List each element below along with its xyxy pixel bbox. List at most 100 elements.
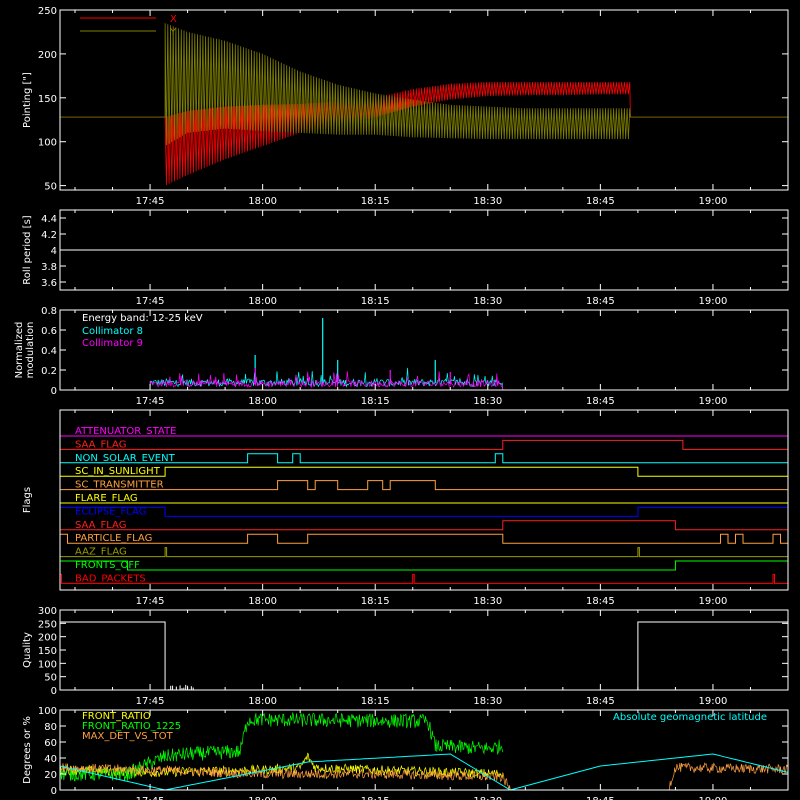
y-tick-label: 50 bbox=[44, 182, 57, 193]
flag-trace bbox=[60, 547, 788, 558]
y-axis-label: Pointing ["] bbox=[22, 72, 33, 128]
x-tick-label: 18:30 bbox=[473, 396, 502, 407]
plot-area bbox=[60, 23, 788, 186]
legend-label-X: X bbox=[170, 14, 177, 25]
y-tick-label: 50 bbox=[44, 673, 57, 684]
x-tick-label: 19:00 bbox=[699, 296, 728, 307]
y-tick-label: 0.6 bbox=[41, 326, 57, 337]
legend-label: FRONT_RATIO bbox=[82, 711, 151, 722]
x-tick-label: 18:45 bbox=[586, 396, 615, 407]
x-tick-label: 17:45 bbox=[136, 596, 165, 607]
x-tick-label: 19:00 bbox=[699, 396, 728, 407]
legend-label-Y: Y bbox=[169, 27, 177, 38]
y-tick-label: 200 bbox=[38, 633, 57, 644]
x-tick-label: 17:45 bbox=[136, 196, 165, 207]
flag-trace bbox=[60, 466, 788, 477]
flag-label: ATTENUATOR_STATE bbox=[75, 426, 176, 437]
y-tick-label: 60 bbox=[44, 738, 57, 749]
panel-flags: 17:45 18:00 18:15 18:30 18:45 19:00 Flags ATTEN… bbox=[22, 409, 789, 607]
flag-label: FLARE_FLAG bbox=[75, 493, 138, 504]
plot-area bbox=[60, 435, 788, 584]
quality-line bbox=[60, 621, 788, 690]
flag-label: SC_TRANSMITTER bbox=[75, 480, 164, 491]
panel-frame bbox=[59, 309, 789, 391]
flag-trace bbox=[60, 560, 788, 571]
energy-band-annotation: Energy band: 12-25 keV bbox=[82, 313, 203, 324]
x-tick-label: 19:00 bbox=[699, 196, 728, 207]
y-tick-label: 250 bbox=[38, 619, 57, 630]
flag-trace bbox=[60, 533, 788, 544]
flag-label: SC_IN_SUNLIGHT bbox=[75, 466, 161, 477]
flag-label: SAA_FLAG bbox=[75, 439, 126, 450]
x-tick-label: 18:00 bbox=[248, 596, 277, 607]
geomagnetic-latitude-label: Absolute geomagnetic latitude bbox=[613, 712, 767, 723]
series-line bbox=[60, 753, 788, 790]
flag-label: AAZ_FLAG bbox=[75, 547, 127, 558]
x-tick-label: 18:30 bbox=[473, 796, 502, 800]
y-tick-label: 100 bbox=[38, 706, 57, 717]
y-tick-label: 0.8 bbox=[41, 306, 57, 317]
legend-label: MAX_DET_VS_TOT bbox=[82, 731, 174, 742]
panel-pointing: 50 100 150 200 250 17:45 18:00 18:15 18:30 18:45 1… bbox=[22, 6, 789, 207]
x-tick-label: 18:00 bbox=[248, 796, 277, 800]
y-tick-label: 0 bbox=[51, 686, 57, 697]
flag-trace bbox=[60, 439, 788, 450]
y-tick-label: 4 bbox=[51, 246, 57, 257]
x-tick-label: 18:30 bbox=[473, 196, 502, 207]
y-tick-label: 4.4 bbox=[41, 214, 57, 225]
flag-trace bbox=[60, 453, 788, 464]
x-tick-label: 18:45 bbox=[586, 696, 615, 707]
series-line bbox=[60, 762, 788, 790]
x-tick-label: 17:45 bbox=[136, 396, 165, 407]
x-tick-label: 18:45 bbox=[586, 196, 615, 207]
x-tick-label: 18:45 bbox=[586, 796, 615, 800]
flag-label: PARTICLE_FLAG bbox=[75, 533, 152, 544]
y-axis-label: Degrees or % bbox=[22, 716, 33, 784]
x-tick-label: 19:00 bbox=[699, 596, 728, 607]
flag-label: SAA_FLAG bbox=[75, 520, 126, 531]
y-tick-label: 3.8 bbox=[41, 262, 57, 273]
y-tick-label: 0.4 bbox=[41, 346, 57, 357]
panel-frame bbox=[59, 209, 789, 291]
y-tick-label: 150 bbox=[38, 94, 57, 105]
y-axis-label: Normalized bbox=[14, 322, 25, 379]
x-tick-label: 19:00 bbox=[699, 796, 728, 800]
panel-modulation: 0 0.2 0.4 0.6 0.8 17:45 18:00 18:15 18:30 18:45 19… bbox=[14, 306, 789, 407]
x-tick-label: 19:00 bbox=[699, 696, 728, 707]
flag-label: FRONTS_OFF bbox=[75, 560, 140, 571]
x-tick-label: 18:15 bbox=[361, 596, 390, 607]
y-axis-label: Flags bbox=[22, 487, 33, 513]
legend-label-collimator-8: Collimator 8 bbox=[82, 326, 143, 337]
y-tick-label: 100 bbox=[38, 659, 57, 670]
panel-frame bbox=[59, 709, 789, 791]
y-tick-label: 150 bbox=[38, 646, 57, 657]
flag-trace bbox=[60, 506, 788, 517]
x-tick-label: 18:30 bbox=[473, 596, 502, 607]
y-tick-label: 0 bbox=[51, 386, 57, 397]
panel-frame bbox=[59, 9, 789, 191]
series-collimator-9-line bbox=[149, 371, 504, 390]
x-tick-label: 18:15 bbox=[361, 196, 390, 207]
x-tick-label: 18:00 bbox=[248, 396, 277, 407]
plot-area bbox=[60, 318, 788, 390]
y-tick-label: 100 bbox=[38, 138, 57, 149]
y-axis-label: Quality bbox=[22, 632, 33, 668]
x-tick-label: 17:45 bbox=[136, 696, 165, 707]
y-tick-label: 3.6 bbox=[41, 278, 57, 289]
x-tick-label: 18:00 bbox=[248, 696, 277, 707]
y-tick-label: 80 bbox=[44, 722, 57, 733]
y-axis-label: modulation bbox=[25, 322, 36, 379]
y-tick-label: 250 bbox=[38, 6, 57, 17]
y-axis-label: Roll period [s] bbox=[22, 215, 33, 284]
x-tick-label: 18:45 bbox=[586, 296, 615, 307]
x-tick-label: 18:30 bbox=[473, 696, 502, 707]
legend-label: FRONT_RATIO_1225 bbox=[82, 721, 181, 732]
legend-label-collimator-9: Collimator 9 bbox=[82, 338, 143, 349]
flag-trace bbox=[60, 520, 788, 531]
series-X-line bbox=[60, 81, 788, 186]
y-tick-label: 20 bbox=[44, 770, 57, 781]
series-Y-line bbox=[60, 23, 788, 146]
